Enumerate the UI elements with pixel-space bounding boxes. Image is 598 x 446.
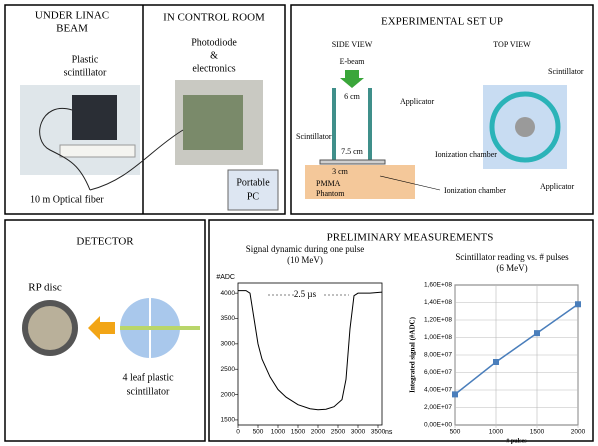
figure: UNDER LINAC BEAM Plastic scintillator 10… — [0, 0, 598, 446]
panel-title: DETECTOR — [76, 236, 134, 248]
arrow — [88, 316, 115, 340]
chamber-dot — [515, 117, 535, 137]
x-axis-label: # pulses — [506, 438, 527, 444]
chart-title: (10 MeV) — [287, 255, 323, 265]
data-point — [575, 301, 581, 307]
y-tick-label: 3000 — [221, 341, 236, 348]
applicator-wall — [332, 88, 336, 160]
label: & — [210, 50, 218, 61]
label: Portable — [236, 177, 270, 188]
panel-title: UNDER LINAC — [35, 10, 109, 22]
data-point — [534, 330, 540, 336]
pc-box — [228, 170, 278, 210]
y-tick-label: 2500 — [221, 366, 236, 373]
label: 10 m Optical fiber — [30, 194, 104, 205]
y-tick-label: 1,00E+08 — [424, 334, 452, 341]
label: electronics — [192, 63, 235, 74]
y-tick-label: 2,00E+07 — [424, 404, 452, 411]
label: RP disc — [28, 282, 62, 294]
y-tick-label: 1500 — [221, 417, 236, 424]
x-tick-label: 0 — [236, 429, 240, 436]
label: PMMA — [316, 179, 341, 188]
x-tick-label: 1000 — [271, 429, 286, 436]
panel-title: EXPERIMENTAL SET UP — [381, 16, 503, 28]
x-axis-label: ns — [385, 429, 393, 436]
label: scintillator — [127, 386, 170, 397]
y-tick-label: 1,20E+08 — [424, 317, 452, 324]
data-line — [455, 304, 578, 394]
photo-ruler — [60, 145, 135, 157]
y-tick-label: 1,60E+08 — [424, 282, 452, 289]
label: Phantom — [316, 189, 345, 198]
fiber — [120, 326, 200, 330]
panel-title: PRELIMINARY MEASUREMENTS — [327, 232, 494, 244]
label: 7.5 cm — [341, 147, 364, 156]
label: scintillator — [64, 67, 107, 78]
label: 3 cm — [332, 167, 349, 176]
x-tick-label: 2000 — [571, 429, 586, 436]
label: TOP VIEW — [493, 40, 531, 49]
chart-title: (6 MeV) — [496, 263, 527, 273]
x-tick-label: 1500 — [530, 429, 545, 436]
label: Scintillator — [296, 132, 332, 141]
rp-disc-face — [28, 306, 72, 350]
label: 6 cm — [344, 92, 361, 101]
y-tick-label: 0,00E+00 — [424, 422, 452, 429]
annotation: 2.5 µs — [294, 289, 317, 299]
y-tick-label: 3500 — [221, 315, 236, 322]
photo-scintillator — [72, 95, 117, 140]
label: Ionization chamber — [444, 186, 506, 195]
x-tick-label: 1000 — [489, 429, 504, 436]
label: 4 leaf plastic — [122, 372, 174, 383]
chart-title: Scintillator reading vs. # pulses — [455, 252, 569, 262]
x-tick-label: 3500 — [371, 429, 386, 436]
y-tick-label: 8,00E+07 — [424, 352, 452, 359]
x-tick-label: 500 — [450, 429, 461, 436]
x-tick-label: 1500 — [291, 429, 306, 436]
label: SIDE VIEW — [332, 40, 373, 49]
panel-title: BEAM — [56, 23, 88, 35]
y-tick-label: 4000 — [221, 290, 236, 297]
label: Plastic — [72, 54, 99, 65]
plot-frame — [238, 283, 382, 425]
data-point — [493, 359, 499, 365]
y-axis-label: Integrated signal (#ADC) — [409, 316, 417, 392]
label: Photodiode — [191, 37, 237, 48]
panel-title: IN CONTROL ROOM — [163, 12, 265, 24]
label: Applicator — [540, 182, 575, 191]
applicator-wall — [368, 88, 372, 160]
y-tick-label: 1,40E+08 — [424, 299, 452, 306]
label: Ionization chamber — [435, 150, 497, 159]
label: Scintillator — [548, 67, 584, 76]
x-tick-label: 3000 — [351, 429, 366, 436]
y-tick-label: 6,00E+07 — [424, 369, 452, 376]
chart-title: Signal dynamic during one pulse — [246, 244, 364, 254]
x-tick-label: 2500 — [331, 429, 346, 436]
photo-electronics — [183, 95, 243, 150]
label: E-beam — [340, 57, 366, 66]
x-tick-label: 500 — [253, 429, 264, 436]
y-tick-label: 2000 — [221, 391, 236, 398]
y-axis-label: #ADC — [216, 274, 235, 281]
data-point — [452, 391, 458, 397]
beam-arrow — [340, 70, 364, 88]
x-tick-label: 2000 — [311, 429, 326, 436]
label: Applicator — [400, 97, 435, 106]
scintillator-layer — [320, 160, 385, 164]
y-tick-label: 4,00E+07 — [424, 387, 452, 394]
data-line — [238, 291, 382, 410]
label: PC — [247, 191, 260, 202]
